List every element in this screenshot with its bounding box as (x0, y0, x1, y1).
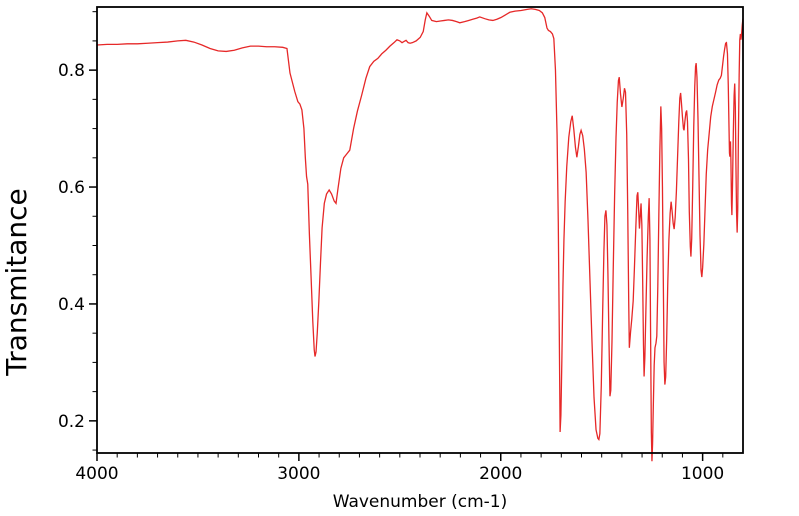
y-tick-label: 0.4 (58, 295, 85, 315)
y-tick-label: 0.8 (58, 61, 85, 81)
tick-labels: 4000 3000 2000 1000 0.2 0.4 0.6 0.8 (58, 61, 724, 484)
y-axis-label: Transmitance (0, 188, 33, 377)
x-tick-label: 4000 (75, 464, 118, 484)
x-tick-label: 2000 (479, 464, 522, 484)
plot-frame (96, 6, 744, 454)
spectrum-line (96, 8, 744, 462)
major-ticks (89, 69, 704, 461)
x-tick-label: 1000 (681, 464, 724, 484)
y-tick-label: 0.6 (58, 178, 85, 198)
x-axis-label: Wavenumber (cm-1) (333, 492, 508, 512)
x-tick-label: 3000 (277, 464, 320, 484)
y-tick-label: 0.2 (58, 412, 85, 432)
